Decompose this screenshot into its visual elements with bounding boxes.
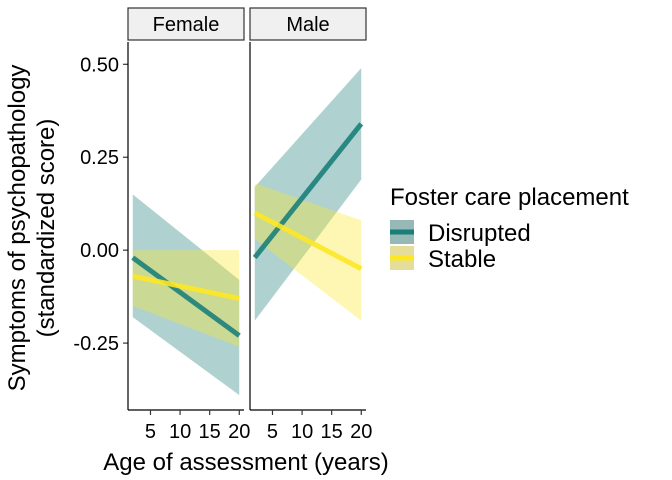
facet-strip-label: Male — [286, 14, 329, 36]
panel-male: Male 5 10 15 20 — [249, 7, 372, 443]
x-tick-label: 10 — [291, 421, 313, 443]
legend-label: Disrupted — [428, 220, 531, 247]
x-tick-label: 20 — [228, 421, 250, 443]
y-axis: 0.50 0.25 0.00 -0.25 — [73, 54, 128, 355]
series-line-disrupted — [131, 255, 241, 338]
y-tick-label: 0.25 — [80, 147, 119, 169]
facet-strip — [249, 7, 367, 41]
facet-strip-label: Female — [153, 14, 220, 36]
y-tick-label: 0.50 — [80, 54, 119, 76]
panels: Female 5 10 15 20 Male 5 10 15 20 — [127, 7, 372, 443]
y-tick-label: -0.25 — [73, 333, 119, 355]
legend-label: Stable — [428, 246, 496, 273]
x-tick-label: 10 — [169, 421, 191, 443]
facet-strip — [127, 7, 245, 41]
x-tick-label: 5 — [145, 421, 156, 443]
ci-ribbon-stable — [254, 183, 362, 321]
legend-item-disrupted: Disrupted — [390, 220, 531, 247]
series-line-stable — [132, 273, 240, 301]
series-line-stable — [253, 210, 363, 271]
panel-female: Female 5 10 15 20 — [127, 7, 250, 443]
x-tick-label: 15 — [321, 421, 343, 443]
series-line-disrupted — [252, 122, 364, 260]
legend-title: Foster care placement — [390, 184, 629, 211]
x-tick-label: 15 — [199, 421, 221, 443]
legend-item-stable: Stable — [390, 246, 496, 273]
x-tick-label: 20 — [350, 421, 372, 443]
y-axis-title-line-2: (standardized score) — [33, 119, 60, 338]
x-axis-title: Age of assessment (years) — [103, 449, 388, 476]
y-tick-label: 0.00 — [80, 240, 119, 262]
y-axis-title-line-1: Symptoms of psychopathology — [4, 65, 31, 392]
x-tick-label: 5 — [267, 421, 278, 443]
y-axis-title: Symptoms of psychopathology (standardize… — [4, 65, 60, 392]
